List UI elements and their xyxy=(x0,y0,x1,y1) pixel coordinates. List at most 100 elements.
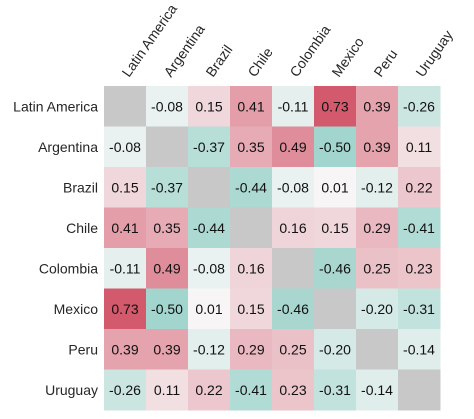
cell-value-label: -0.31 xyxy=(403,301,435,317)
cell-mexico-latin-america xyxy=(104,288,147,330)
cell-value-label: 0.39 xyxy=(111,341,138,357)
cell-mexico-colombia xyxy=(272,288,315,330)
cell-colombia-mexico xyxy=(314,248,357,289)
cell-brazil-brazil xyxy=(188,167,231,208)
cell-value-label: 0.35 xyxy=(237,139,264,155)
cell-argentina-peru xyxy=(356,126,399,168)
cell-latin-america-uruguay xyxy=(398,86,441,127)
cell-value-label: -0.37 xyxy=(151,179,183,195)
cell-uruguay-peru xyxy=(356,369,399,411)
cell-value-label: -0.14 xyxy=(403,341,435,357)
cell-value-label: -0.12 xyxy=(361,179,393,195)
cell-colombia-uruguay xyxy=(398,248,441,289)
cell-brazil-argentina xyxy=(146,167,189,208)
row-label-mexico: Mexico xyxy=(54,301,99,317)
cell-argentina-colombia xyxy=(272,126,315,168)
cell-value-label: -0.50 xyxy=(151,301,183,317)
cell-mexico-chile xyxy=(230,288,273,330)
row-label-peru: Peru xyxy=(68,341,98,357)
cell-value-label: 0.01 xyxy=(195,301,222,317)
cell-value-label: -0.31 xyxy=(319,382,351,398)
cell-argentina-brazil xyxy=(188,126,231,168)
cell-uruguay-latin-america xyxy=(104,369,147,411)
cell-colombia-chile xyxy=(230,248,273,289)
cell-value-label: -0.46 xyxy=(319,260,351,276)
cell-latin-america-chile xyxy=(230,86,273,127)
cell-brazil-uruguay xyxy=(398,167,441,208)
cell-value-label: 0.49 xyxy=(279,139,306,155)
cell-value-label: 0.73 xyxy=(111,301,138,317)
cell-uruguay-argentina xyxy=(146,369,189,411)
cell-peru-colombia xyxy=(272,329,315,370)
cell-value-label: -0.26 xyxy=(109,382,141,398)
cell-chile-chile xyxy=(230,207,273,249)
cell-value-label: -0.44 xyxy=(193,220,225,236)
cell-peru-uruguay xyxy=(398,329,441,370)
cell-value-label: 0.15 xyxy=(321,220,348,236)
cell-chile-mexico xyxy=(314,207,357,249)
cell-value-label: 0.29 xyxy=(237,341,264,357)
cell-value-label: 0.16 xyxy=(237,260,264,276)
column-label-chile: Chile xyxy=(244,44,276,79)
cell-colombia-argentina xyxy=(146,248,189,289)
cell-value-label: -0.12 xyxy=(193,341,225,357)
cell-value-label: -0.08 xyxy=(193,260,225,276)
cell-value-label: 0.16 xyxy=(279,220,306,236)
column-label-argentina: Argentina xyxy=(160,21,208,79)
cell-uruguay-colombia xyxy=(272,369,315,411)
column-label-peru: Peru xyxy=(370,46,400,79)
cell-argentina-mexico xyxy=(314,126,357,168)
cell-value-label: 0.29 xyxy=(363,220,390,236)
column-label-brazil: Brazil xyxy=(202,42,235,80)
cell-uruguay-uruguay xyxy=(398,369,441,411)
cell-value-label: -0.11 xyxy=(110,260,141,276)
cell-latin-america-colombia xyxy=(272,86,315,127)
cell-value-label: -0.20 xyxy=(319,341,351,357)
cell-latin-america-argentina xyxy=(146,86,189,127)
cell-mexico-peru xyxy=(356,288,399,330)
cell-peru-brazil xyxy=(188,329,231,370)
cell-argentina-argentina xyxy=(146,126,189,168)
cell-colombia-colombia xyxy=(272,248,315,289)
cell-value-label: 0.23 xyxy=(279,382,306,398)
cell-uruguay-mexico xyxy=(314,369,357,411)
cell-uruguay-chile xyxy=(230,369,273,411)
cell-brazil-colombia xyxy=(272,167,315,208)
cell-value-label: 0.15 xyxy=(195,98,222,114)
cell-value-label: 0.35 xyxy=(153,220,180,236)
row-label-latin-america: Latin America xyxy=(13,98,98,114)
cell-value-label: -0.08 xyxy=(109,139,141,155)
cell-latin-america-peru xyxy=(356,86,399,127)
cell-mexico-argentina xyxy=(146,288,189,330)
cell-value-label: -0.11 xyxy=(278,98,309,114)
cell-peru-argentina xyxy=(146,329,189,370)
heatmap-cell-labels: -0.08 0.15 0.41 -0.11 0.73 0.39 -0.26 -0.08 -0.3… xyxy=(109,98,435,398)
cell-brazil-chile xyxy=(230,167,273,208)
cell-value-label: -0.44 xyxy=(235,179,267,195)
heatmap-cells xyxy=(104,86,441,411)
cell-value-label: -0.50 xyxy=(319,139,351,155)
cell-value-label: 0.01 xyxy=(321,179,348,195)
cell-latin-america-brazil xyxy=(188,86,231,127)
cell-argentina-chile xyxy=(230,126,273,168)
cell-value-label: 0.23 xyxy=(405,260,432,276)
cell-chile-brazil xyxy=(188,207,231,249)
cell-value-label: 0.25 xyxy=(279,341,306,357)
cell-value-label: 0.49 xyxy=(153,260,180,276)
cell-brazil-latin-america xyxy=(104,167,147,208)
cell-latin-america-latin-america xyxy=(104,86,147,127)
cell-peru-peru xyxy=(356,329,399,370)
cell-value-label: 0.15 xyxy=(111,179,138,195)
row-label-argentina: Argentina xyxy=(38,139,98,155)
cell-value-label: -0.41 xyxy=(403,220,435,236)
cell-value-label: -0.46 xyxy=(277,301,309,317)
cell-colombia-latin-america xyxy=(104,248,147,289)
cell-chile-uruguay xyxy=(398,207,441,249)
cell-chile-peru xyxy=(356,207,399,249)
cell-brazil-peru xyxy=(356,167,399,208)
row-label-chile: Chile xyxy=(66,220,98,236)
cell-value-label: -0.20 xyxy=(361,301,393,317)
cell-peru-mexico xyxy=(314,329,357,370)
cell-value-label: -0.08 xyxy=(151,98,183,114)
